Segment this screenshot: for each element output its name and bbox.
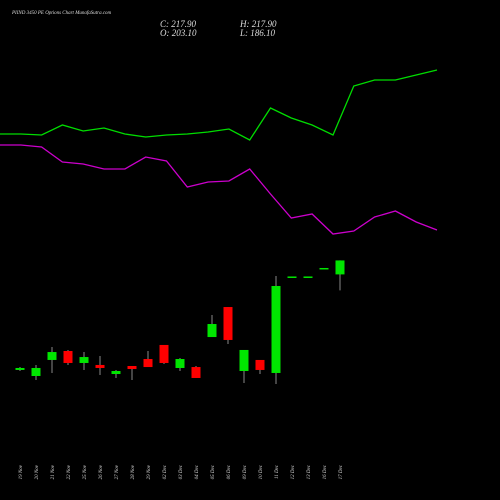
indicator-line — [0, 69, 438, 141]
candle-body — [287, 276, 297, 278]
candle-body — [191, 367, 201, 378]
indicator-line — [0, 144, 438, 235]
x-tick-label: 27 Nov — [115, 464, 120, 479]
x-tick-label: 13 Dec — [307, 464, 312, 479]
low-label: L: 186.10 — [239, 28, 276, 38]
candle-body — [127, 366, 137, 370]
x-tick-label: 28 Nov — [131, 464, 136, 479]
candle-body — [63, 351, 73, 363]
x-tick-label: 21 Nov — [51, 464, 56, 479]
x-tick-label: 29 Nov — [147, 464, 152, 479]
x-tick-label: 26 Nov — [99, 464, 104, 479]
x-tick-label: 03 Dec — [179, 464, 184, 479]
candle-body — [319, 267, 329, 270]
close-label: C: 217.90 — [160, 19, 197, 29]
chart-title: PIIND 3450 PE Options Chart MunafaSutra.… — [11, 11, 112, 16]
candle-body — [175, 359, 185, 368]
high-label: H: 217.90 — [239, 19, 277, 29]
candle-body — [207, 324, 217, 338]
x-tick-label: 19 Nov — [19, 464, 24, 479]
candle-body — [335, 260, 345, 275]
x-tick-label: 10 Dec — [259, 464, 264, 479]
x-tick-label: 05 Dec — [211, 464, 216, 479]
x-tick-label: 22 Nov — [67, 464, 72, 479]
x-tick-label: 16 Dec — [323, 464, 328, 479]
candle-body — [223, 307, 233, 340]
candle-body — [271, 286, 281, 373]
candle-body — [255, 359, 265, 370]
x-tick-label: 04 Dec — [195, 464, 200, 479]
candle-body — [15, 367, 25, 370]
open-label: O: 203.10 — [160, 28, 197, 38]
candle-body — [79, 357, 89, 363]
x-tick-label: 02 Dec — [163, 464, 168, 479]
x-tick-label: 17 Dec — [339, 464, 344, 479]
candle-body — [159, 344, 169, 363]
candle-body — [31, 367, 41, 377]
x-tick-label: 11 Dec — [275, 464, 280, 479]
x-tick-label: 20 Nov — [35, 464, 40, 479]
x-tick-label: 06 Dec — [227, 464, 232, 479]
x-tick-label: 25 Nov — [83, 464, 88, 479]
x-tick-label: 12 Dec — [291, 464, 296, 479]
candle-body — [111, 371, 121, 375]
candle-body — [143, 359, 153, 368]
candle-body — [47, 352, 57, 360]
candle-body — [303, 276, 313, 278]
candle-body — [239, 349, 249, 372]
x-tick-label: 09 Dec — [243, 464, 248, 479]
candle-body — [95, 364, 105, 368]
